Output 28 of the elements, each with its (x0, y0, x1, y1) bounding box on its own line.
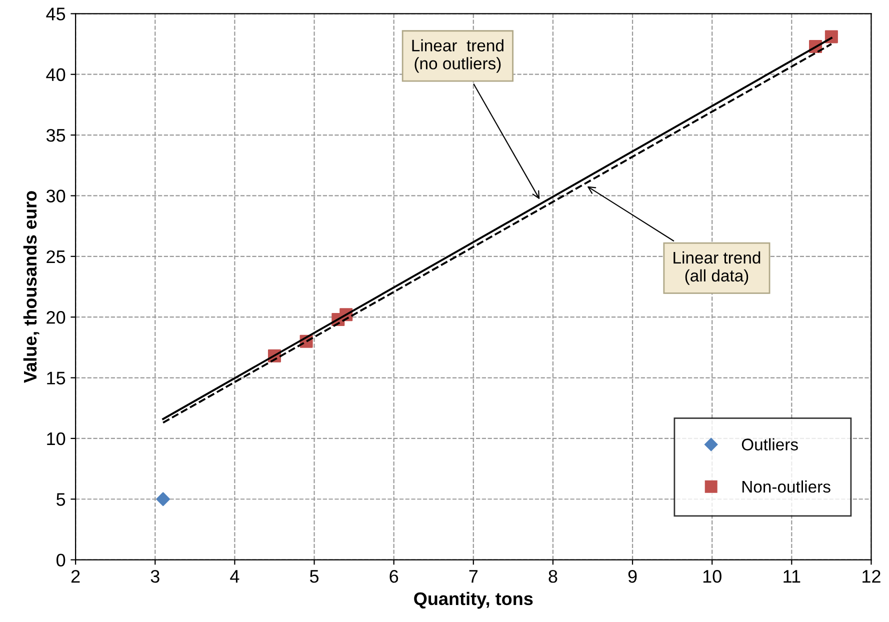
y-tick-label: 40 (46, 68, 66, 82)
y-tick-label: 45 (46, 8, 66, 20)
y-axis-title: Value, thousands euro (23, 191, 40, 383)
x-tick-label: 8 (548, 570, 558, 583)
y-tick-label: 5 (56, 493, 66, 506)
y-tick-label: 0 (56, 554, 66, 567)
x-tick-label: 5 (310, 570, 319, 583)
x-tick-label: 7 (469, 570, 478, 583)
annotation: Linear trend (no outliers) (412, 39, 504, 73)
legend-label: Outliers (742, 438, 798, 450)
y-tick-label: 25 (46, 250, 66, 264)
legend-label: Non-outliers (742, 480, 830, 493)
y-tick-label: 20 (46, 311, 66, 324)
y-tick-label: 30 (46, 190, 66, 202)
x-tick-label: 6 (390, 570, 398, 583)
x-tick-label: 9 (628, 570, 637, 583)
annotation: Linear trend (all data) (674, 251, 760, 285)
x-tick-label: 11 (784, 570, 800, 583)
y-tick-label: 15 (47, 372, 66, 384)
x-tick-label: 2 (71, 570, 80, 583)
x-axis-title: Quantity, tons (414, 592, 533, 609)
point (156, 492, 170, 506)
x-tick-label: 10 (703, 570, 722, 583)
x-tick-label: 12 (862, 570, 880, 583)
y-tick-label: 10 (47, 432, 66, 446)
x-tick-label: 3 (150, 570, 160, 583)
y-tick-label: 35 (46, 128, 66, 142)
x-tick-label: 4 (230, 570, 240, 583)
